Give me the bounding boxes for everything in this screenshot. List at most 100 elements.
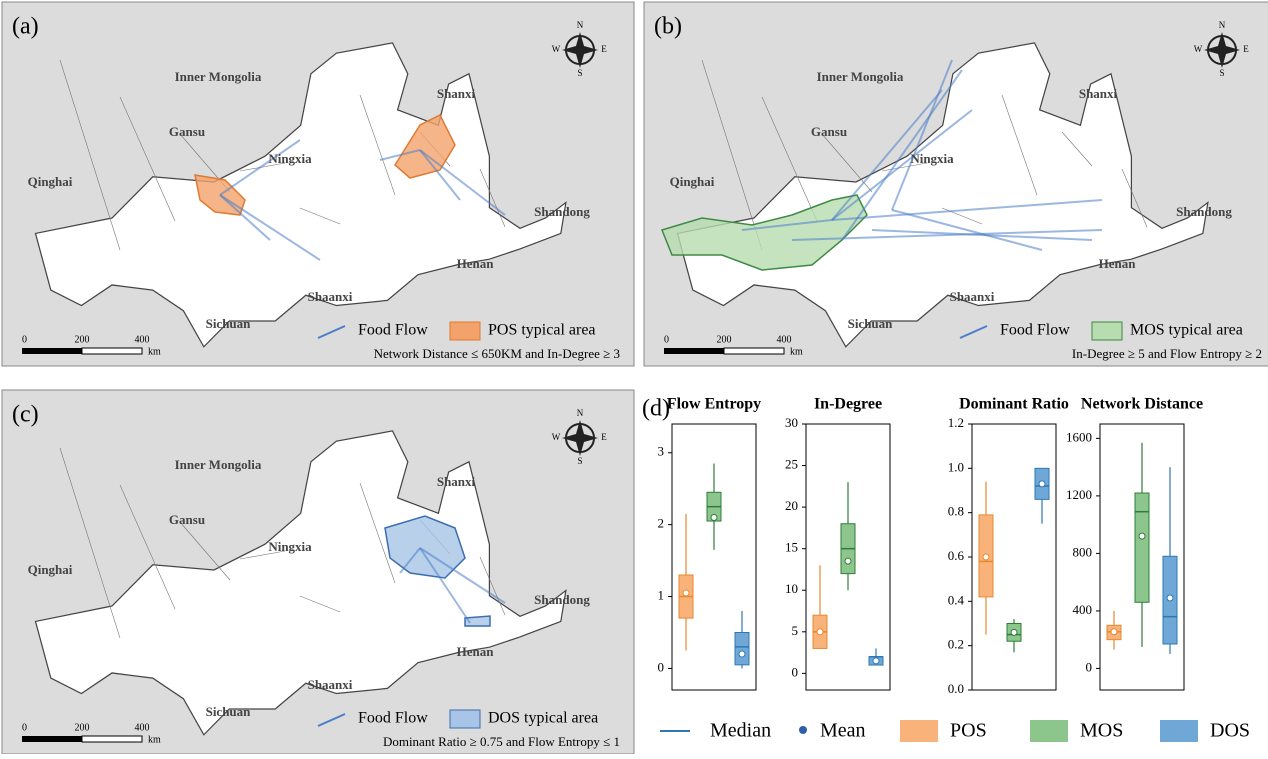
legend-area-icon [449,709,481,729]
food-flow [399,547,421,574]
province-label: Shandong [534,592,590,607]
condition: Network Distance ≤ 650KM and In-Degree ≥… [374,346,620,361]
province-label: Qinghai [28,562,73,577]
food-flow [791,229,1103,241]
mean-dot [682,589,690,597]
legend-swatch [1160,720,1198,742]
county-line [299,207,341,225]
plot-frame [805,423,891,691]
food-flow [379,149,421,161]
y-tick-label: 1200 [1066,487,1092,502]
scale-bar-black [22,736,82,742]
county-line [59,447,121,639]
province-label: Henan [1099,256,1137,271]
compass-star [562,32,598,68]
y-tick-label: 800 [1073,544,1093,559]
county-line [881,162,928,172]
legend-flow-icon [317,325,346,339]
food-flow [891,59,953,211]
plot-frame [1099,423,1185,691]
compass-letter: E [601,432,607,442]
compass-letter: S [577,68,582,78]
y-tick-label: 5 [792,623,799,638]
typical-area [384,515,466,579]
plot-frame [671,423,757,691]
province-label: Shaanxi [950,289,995,304]
legend-median: Median [710,720,771,742]
county-line [1061,131,1093,167]
box [734,631,750,666]
mean-dot [1138,532,1146,540]
compass-letter: N [577,20,584,30]
y-tick-label: 30 [785,415,798,430]
mean-dot [1110,628,1118,636]
mean-dot [738,650,746,658]
province-label: Henan [457,256,495,271]
province-label: Shanxi [437,86,476,101]
compass-star [562,420,598,456]
scale-bar-white [81,347,143,355]
map-panel: (a) Inner Mongolia Shanxi Gansu Ningxia Qingh… [1,1,635,367]
compass-letter: N [1219,20,1226,30]
legend-area-icon [449,321,481,341]
scale-label: 0 [22,334,27,345]
typical-area [464,615,491,627]
y-tick-label: 15 [785,540,798,555]
province-label: Sichuan [848,316,894,331]
scale-label: 200 [717,334,732,345]
legend-series: MOS [1080,720,1123,742]
compass-letter: E [1243,44,1249,54]
compass-letter: S [577,456,582,466]
condition: Dominant Ratio ≥ 0.75 and Flow Entropy ≤… [383,734,620,749]
food-flow [831,89,943,221]
county-line [239,162,286,172]
mean-dot [816,628,824,636]
y-tick-label: 1600 [1066,429,1092,444]
food-flow [419,149,461,201]
scale-label: km [148,734,161,745]
basin [34,430,567,736]
legend-series: DOS [1210,720,1250,742]
panel-label: (d) [642,396,670,422]
province-label: Gansu [169,124,205,139]
food-flow [219,194,271,241]
province-label: Ningxia [268,151,312,166]
province-label: Sichuan [206,316,252,331]
compass-letter: W [552,432,561,442]
province-label: Henan [457,644,495,659]
typical-area [660,194,868,271]
scale-bar-black [664,348,724,354]
chart-title: In-Degree [814,396,882,413]
scale-bar-white [723,347,785,355]
province-label: Shanxi [437,474,476,489]
province-label: Inner Mongolia [175,457,262,472]
county-line [59,59,121,251]
legend-flow-icon [317,713,346,727]
legend-area: MOS typical area [1130,322,1243,339]
panel-label: (c) [12,402,39,428]
province-label: Ningxia [268,539,312,554]
county-line [299,595,341,613]
food-flow [419,149,506,216]
province-label: Shandong [534,204,590,219]
mean-dot [1010,628,1018,636]
legend-swatch [1030,720,1068,742]
scale-label: 400 [777,334,792,345]
legend-mean: Mean [820,720,866,742]
y-tick-label: 2 [658,516,665,531]
y-tick-label: 400 [1073,602,1093,617]
y-tick-label: 0.6 [948,548,965,563]
mean-dot [1166,594,1174,602]
county-line [239,550,286,560]
county-line [359,482,396,584]
food-flow [419,547,471,624]
y-tick-label: 1.0 [948,459,964,474]
province-label: Qinghai [28,174,73,189]
mean-dot [844,557,852,565]
legend-flow: Food Flow [358,322,428,339]
scale-bar-white [81,735,143,743]
scale-label: 200 [75,722,90,733]
y-tick-label: 1 [658,588,665,603]
y-tick-label: 0.0 [948,681,964,696]
